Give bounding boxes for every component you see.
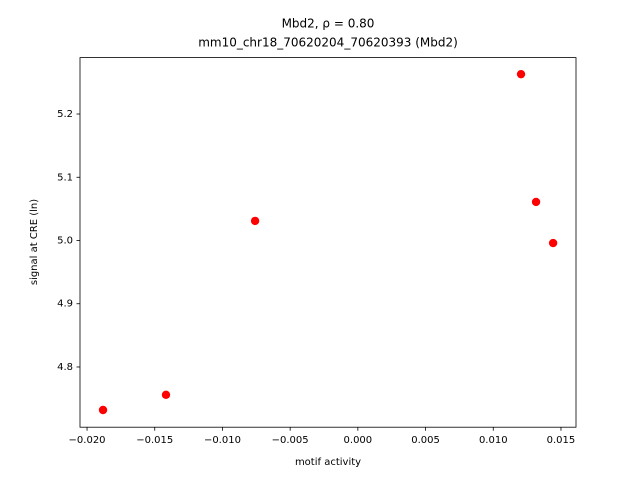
y-tick-label: 5.1 xyxy=(57,172,73,183)
y-tick-label: 5.0 xyxy=(57,236,73,247)
chart-subtitle: mm10_chr18_70620204_70620393 (Mbd2) xyxy=(198,36,458,50)
x-tick-label: 0.015 xyxy=(547,435,576,446)
axes-frame xyxy=(79,57,577,428)
point xyxy=(548,238,558,248)
x-tick-label: −0.015 xyxy=(136,435,173,446)
y-tick-label: 4.9 xyxy=(57,299,73,310)
y-tick-label: 4.8 xyxy=(57,362,73,373)
y-tick-label: 5.2 xyxy=(57,109,73,120)
x-tick-label: 0.005 xyxy=(411,435,440,446)
x-tick-label: −0.010 xyxy=(204,435,241,446)
x-tick-label: 0.010 xyxy=(479,435,508,446)
y-axis-label: signal at CRE (ln) xyxy=(29,199,40,285)
x-axis-label: motif activity xyxy=(295,457,361,468)
point xyxy=(98,405,108,415)
x-tick-label: −0.020 xyxy=(69,435,106,446)
x-tick-label: −0.005 xyxy=(272,435,309,446)
x-tick-label: 0.000 xyxy=(344,435,373,446)
point xyxy=(516,69,526,79)
point xyxy=(161,390,171,400)
point xyxy=(531,197,541,207)
point xyxy=(250,216,260,226)
chart-title: Mbd2, ρ = 0.80 xyxy=(282,17,375,31)
